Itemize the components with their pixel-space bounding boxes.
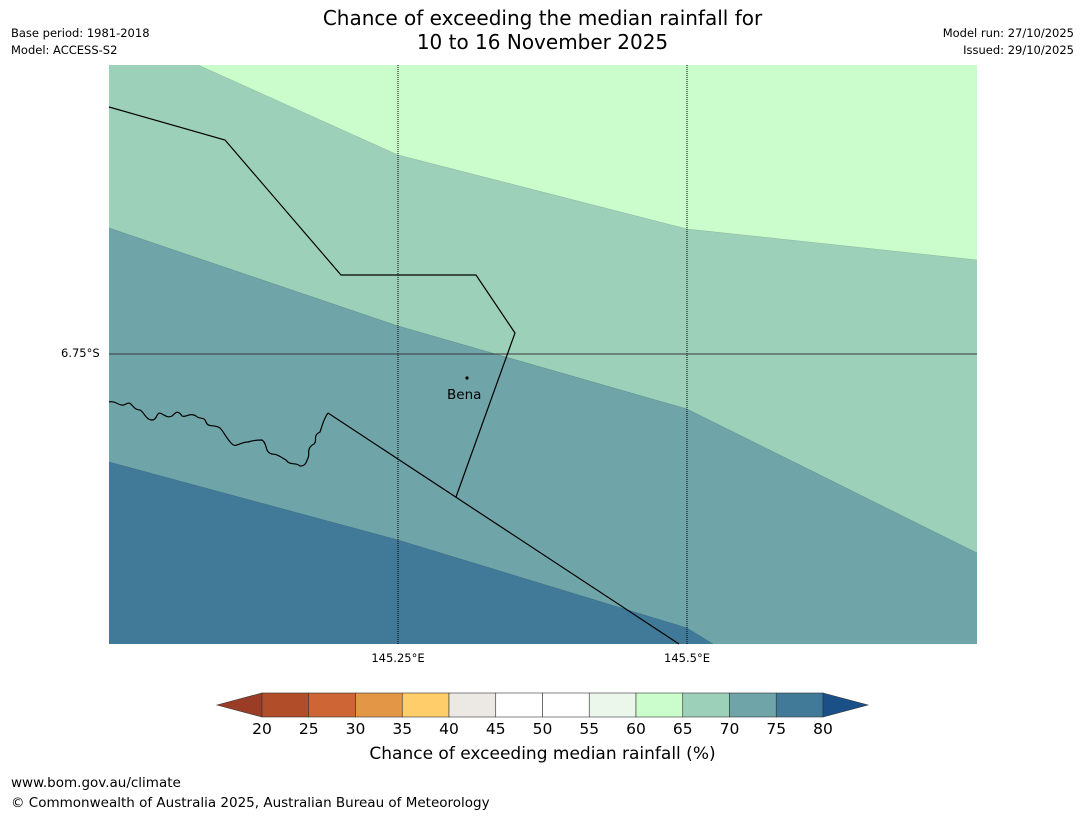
lon-label-145-25: 145.25°E bbox=[371, 651, 425, 665]
coastline bbox=[108, 401, 329, 467]
colorbar-segment-45-50 bbox=[495, 692, 543, 718]
colorbar-tick-60: 60 bbox=[626, 720, 646, 738]
meta-right: Model run: 27/10/2025 Issued: 29/10/2025 bbox=[943, 25, 1074, 59]
colorbar-segment-35-40 bbox=[401, 692, 450, 718]
province-boundaries bbox=[108, 106, 680, 645]
colorbar-tick-65: 65 bbox=[672, 720, 693, 738]
meta-left: Base period: 1981-2018 Model: ACCESS-S2 bbox=[11, 25, 150, 59]
boundary-north bbox=[108, 106, 516, 498]
zone-75-80 bbox=[109, 462, 713, 644]
colorbar-tick-80: 80 bbox=[813, 720, 833, 738]
lon-label-145-5: 145.5°E bbox=[664, 651, 710, 665]
colorbar-tick-30: 30 bbox=[345, 720, 366, 738]
title-line-1: Chance of exceeding the median rainfall … bbox=[322, 6, 763, 30]
colorbar-segment-70-75 bbox=[729, 692, 777, 718]
colorbar-segment-25-30 bbox=[308, 692, 356, 718]
colorbar-tick-45: 45 bbox=[485, 720, 506, 738]
bena-marker bbox=[465, 376, 469, 380]
colorbar-tick-55: 55 bbox=[579, 720, 600, 738]
footer-copyright: © Commonwealth of Australia 2025, Austra… bbox=[11, 795, 490, 811]
colorbar-segment-20-25 bbox=[261, 692, 310, 718]
zone-60-65 bbox=[198, 65, 977, 260]
colorbar bbox=[215, 692, 870, 718]
footer-url: www.bom.gov.au/climate bbox=[11, 775, 181, 791]
lat-label: 6.75°S bbox=[61, 346, 100, 360]
colorbar-segment-60-65 bbox=[635, 692, 684, 718]
colorbar-segment-55-60 bbox=[588, 692, 637, 718]
model-run: Model run: 27/10/2025 bbox=[942, 26, 1074, 40]
colorbar-tick-35: 35 bbox=[392, 720, 413, 738]
colorbar-segment-30-35 bbox=[355, 692, 403, 718]
title-line-2: 10 to 16 November 2025 bbox=[416, 30, 669, 54]
colorbar-segment-65-70 bbox=[682, 692, 730, 718]
chart-title: Chance of exceeding the median rainfall … bbox=[0, 6, 1085, 54]
place-label-bena: Bena bbox=[447, 387, 482, 403]
issued-date: Issued: 29/10/2025 bbox=[963, 43, 1074, 57]
colorbar-tick-25: 25 bbox=[298, 720, 319, 738]
colorbar-tick-70: 70 bbox=[719, 720, 740, 738]
colorbar-arrow-high bbox=[822, 692, 870, 718]
colorbar-segment-40-45 bbox=[448, 692, 497, 718]
graticule bbox=[109, 65, 977, 644]
colorbar-tick-40: 40 bbox=[439, 720, 459, 738]
colorbar-arrow-low bbox=[215, 692, 263, 718]
colorbar-tick-75: 75 bbox=[766, 720, 787, 738]
colorbar-segment-50-55 bbox=[542, 692, 590, 718]
base-period: Base period: 1981-2018 bbox=[11, 26, 150, 40]
model-name: Model: ACCESS-S2 bbox=[11, 43, 118, 57]
colorbar-tick-20: 20 bbox=[252, 720, 272, 738]
colorbar-segment-75-80 bbox=[775, 692, 824, 718]
colorbar-title: Chance of exceeding median rainfall (%) bbox=[369, 744, 716, 764]
boundary-south bbox=[327, 412, 680, 645]
colorbar-tick-50: 50 bbox=[532, 720, 553, 738]
